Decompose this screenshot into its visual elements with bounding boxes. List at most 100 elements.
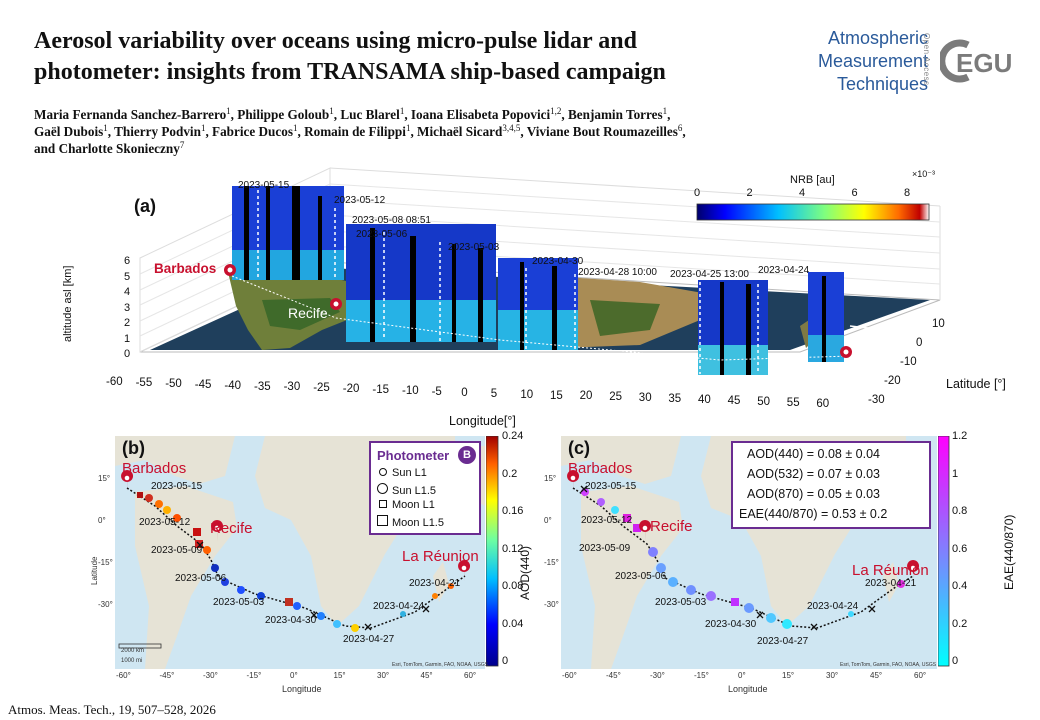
panel-c-tag: (c) [568, 438, 590, 458]
panel-a-xtick: -30 [283, 381, 301, 394]
panel-b-date-label: 2023-05-12 [139, 517, 191, 528]
nrb-colorbar-tick: 4 [799, 187, 806, 199]
large-square-icon [377, 515, 388, 526]
panel-b-aod-points [137, 492, 454, 632]
author-affiliation: 1 [200, 123, 206, 133]
panel-b-cross-markers [196, 541, 430, 631]
legend-item-sun-l1: Sun L1 [379, 467, 427, 479]
ship-direction-arrow-icon [849, 325, 869, 329]
stat-eae: EAE(440/870) = 0.53 ± 0.2 [739, 507, 888, 521]
panel-a-xtick: -50 [165, 377, 182, 390]
panel-c-xtick: 45° [870, 671, 883, 680]
author-name: Philippe Goloub [237, 107, 330, 122]
panel-b-track [118, 470, 471, 649]
panel-b-ytick: -30° [98, 600, 113, 609]
title-line-2: photometer: insights from TRANSAMA ship-… [34, 59, 666, 85]
panel-a-xtick: -5 [431, 385, 442, 398]
eae-colorbar-tick: 0.2 [952, 617, 968, 630]
stat-aod-440: AOD(440) = 0.08 ± 0.04 [747, 447, 880, 461]
panel-a-recife-marker-icon [330, 298, 342, 310]
eae-colorbar-tick: 0.4 [952, 580, 968, 592]
panel-c-place-barbados: Barbados [568, 460, 633, 477]
photometer-badge-icon: B [458, 446, 476, 464]
nrb-colorbar-tick: 2 [746, 187, 753, 199]
panel-c-eae-points [581, 488, 905, 629]
nrb-colorbar-tick: 6 [851, 187, 858, 199]
panel-c-xtick: -45° [606, 671, 621, 680]
panel-a-xtick: -40 [224, 379, 242, 392]
egu-logo-icon[interactable]: EGU [940, 36, 1016, 86]
eae-colorbar-tick: 0.8 [952, 505, 968, 517]
panel-a-ytick: 0 [124, 348, 131, 360]
panel-b-xtick: -45° [159, 671, 175, 680]
panel-c-date-label: 2023-05-03 [655, 597, 707, 608]
panel-a-xlabel: Longitude[°] [449, 414, 516, 428]
author-affiliation: 1,2 [550, 106, 562, 116]
panel-c-ytick: -15° [544, 558, 559, 567]
panel-c-xtick: 0° [738, 671, 746, 680]
panel-b-xlabel: Longitude [282, 684, 322, 694]
panel-a-xtick: -45 [194, 378, 212, 391]
journal-line-3: Techniques [836, 74, 929, 94]
panel-b-scale-km: 2000 km [121, 648, 145, 654]
panel-c-place-reunion: La Réunion [852, 562, 929, 579]
author-name: Ioana Elisabeta Popovici [410, 107, 551, 122]
panel-b-south-america [135, 486, 237, 669]
legend-item-moon-l15-label: Moon L1.5 [392, 517, 444, 529]
panel-c-date-label: 2023-04-27 [757, 636, 809, 647]
panel-a-ztick: 0 [916, 337, 923, 349]
panel-c-track [567, 470, 920, 631]
panel-b-date-label: 2023-05-09 [151, 545, 203, 556]
eae-colorbar-tick: 0.6 [952, 542, 968, 555]
author-name: Luc Blarel [340, 107, 400, 122]
panel-c-date-label: 2023-04-24 [807, 601, 859, 612]
lidar-curtain-1-boundary [232, 250, 344, 280]
eae-colorbar-label: EAE(440/870) [1002, 514, 1016, 590]
panel-c-reunion-marker-icon [907, 560, 920, 582]
panel-a-xtick: -15 [372, 384, 390, 397]
panel-c-date-label: 2023-04-30 [705, 619, 757, 630]
panel-b-date-label: 2023-05-03 [213, 597, 265, 608]
journal-name[interactable]: Atmospheric Measurement Techniques [818, 27, 928, 96]
panel-a-xtick: -10 [402, 385, 419, 397]
author-name: Maria Fernanda Sanchez-Barrero [34, 107, 227, 122]
panel-a-ytick: 6 [124, 255, 131, 267]
panel-c-date-label: 2023-05-09 [579, 543, 631, 554]
panel-c-barbados-marker-icon [567, 470, 580, 492]
panel-c-xlabel: Longitude [728, 684, 768, 694]
small-square-icon [379, 500, 387, 508]
panel-b-barbados-marker-icon [121, 470, 134, 492]
panel-b-madagascar [433, 562, 449, 602]
nrb-colorbar-title: NRB [au] [790, 174, 835, 186]
stat-aod-532: AOD(532) = 0.07 ± 0.03 [747, 467, 880, 481]
panel-a-xtick: 55 [786, 396, 800, 409]
panel-a-xtick: -60 [106, 376, 123, 388]
panel-b-scale-bar [118, 643, 162, 649]
nrb-colorbar-tick: 8 [904, 187, 911, 199]
panel-a-date-label: 2023-05-12 [334, 195, 386, 206]
panel-a-barbados-marker-icon [224, 264, 236, 276]
panel-b-date-label: 2023-05-15 [151, 481, 203, 492]
lidar-dark-stripes [244, 186, 826, 375]
author-affiliation: 1 [399, 106, 405, 116]
panel-b-xtick: -30° [203, 671, 218, 680]
author-affiliation: 1 [405, 123, 411, 133]
panel-a-date-label: 2023-04-28 10:00 [578, 267, 657, 278]
author-name: Fabrice Ducos [212, 124, 293, 139]
panel-a-ytick: 4 [124, 286, 131, 298]
large-circle-icon [377, 483, 388, 494]
panel-a-ship-track [231, 275, 851, 361]
panel-c-date-label: 2023-04-21 [865, 578, 917, 589]
panel-c-date-label: 2023-05-12 [581, 515, 633, 526]
panel-b-ytick: 15° [98, 474, 111, 483]
panel-c-ytick: 15° [544, 474, 557, 483]
small-circle-icon [379, 468, 387, 476]
panel-a-xtick: 30 [638, 392, 652, 405]
panel-b-attribution: Esri, TomTom, Garmin, FAO, NOAA, USGS [392, 662, 489, 668]
aod-colorbar-tick: 0.12 [502, 542, 524, 555]
photometer-legend-title: Photometer [377, 448, 450, 463]
panel-a-xtick: 40 [698, 394, 711, 406]
panel-a-date-label: 2023-04-24 [758, 265, 810, 276]
panel-c-place-recife: Recife [650, 518, 693, 535]
nrb-colorbar-tick: 0 [694, 187, 701, 199]
